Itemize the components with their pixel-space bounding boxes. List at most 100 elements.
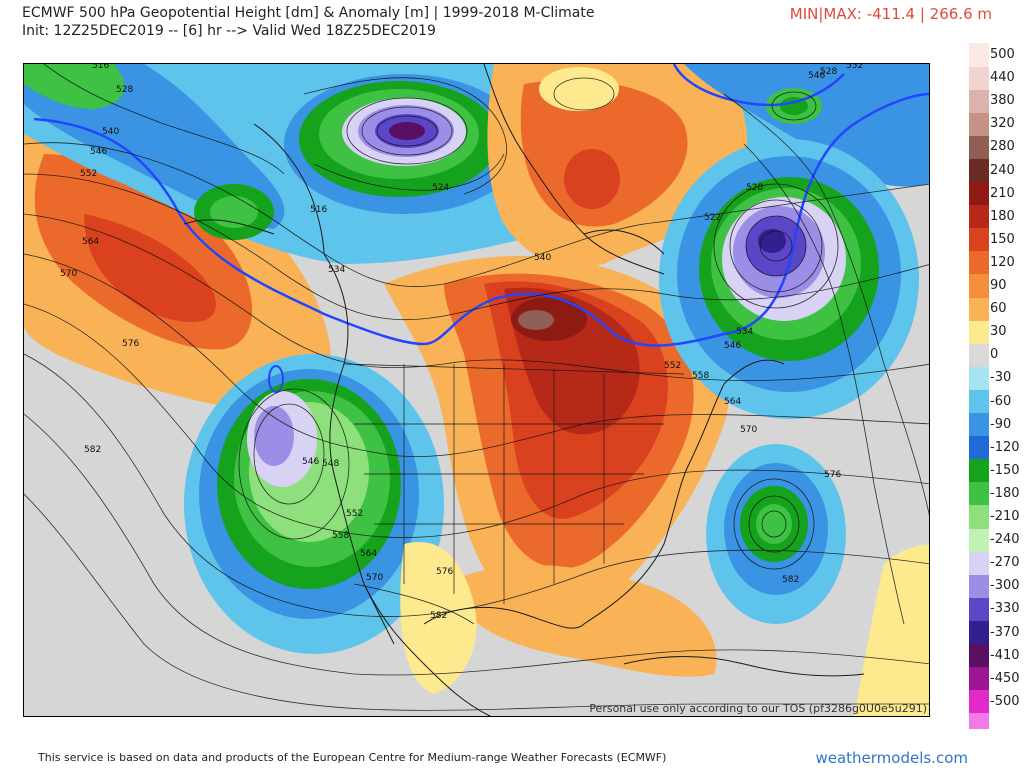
contour-label: 546: [302, 457, 319, 467]
contour-label: 540: [534, 253, 551, 263]
legend-swatch: [969, 528, 989, 552]
min-max-readout: MIN|MAX: -411.4 | 266.6 m: [789, 5, 992, 23]
legend-label: 440: [990, 70, 1015, 86]
legend-label: -120: [990, 439, 1020, 455]
legend-swatch: [969, 135, 989, 159]
legend-swatch: [969, 320, 989, 344]
contour-label: 582: [782, 575, 799, 585]
contour-label: 582: [430, 611, 447, 621]
legend-swatch: [969, 413, 989, 437]
legend-label: -450: [990, 670, 1020, 686]
tos-watermark: Personal use only according to our TOS (…: [589, 702, 927, 715]
legend-swatch: [969, 274, 989, 298]
legend-swatch: [969, 89, 989, 113]
contour-label: 552: [346, 509, 363, 519]
contour-label: 524: [432, 183, 449, 193]
legend-label: -90: [990, 416, 1012, 432]
contour-label: 552: [846, 64, 863, 71]
legend-label: -270: [990, 555, 1020, 571]
thick-contour-540: [33, 92, 929, 347]
legend-swatch: [969, 644, 989, 668]
contour-label: 522: [704, 213, 721, 223]
legend-label: 210: [990, 185, 1015, 201]
legend-swatch: [969, 436, 989, 460]
sw-cutoff-violet: [254, 406, 294, 466]
contour-label: 564: [360, 549, 377, 559]
legend-label: -370: [990, 624, 1020, 640]
thick-contour-546-north: [672, 64, 845, 107]
legend-label: 240: [990, 162, 1015, 178]
greenland-ridge-peak: [564, 149, 620, 209]
ecmwf-credit: This service is based on data and produc…: [38, 751, 667, 764]
legend-swatch: [969, 667, 989, 691]
legend-label: -410: [990, 647, 1020, 663]
contour-label: 564: [724, 397, 741, 407]
legend-label: -60: [990, 393, 1012, 409]
contour-label: 552: [80, 169, 97, 179]
legend-label: 500: [990, 47, 1015, 62]
legend-swatch: [969, 205, 989, 229]
contour-label: 576: [824, 470, 841, 480]
contour-label: 528: [820, 67, 837, 77]
beaufort-low-center: [389, 122, 425, 140]
legend-swatch: [969, 690, 989, 714]
central-ridge-peak: [518, 310, 554, 330]
contour-label: 540: [102, 127, 119, 137]
legend-label: -30: [990, 370, 1012, 386]
legend-swatch: [969, 366, 989, 390]
legend-label: 180: [990, 208, 1015, 224]
contour-label: 534: [736, 327, 753, 337]
mexico-pale: [400, 542, 477, 694]
init-valid-time: Init: 12Z25DEC2019 -- [6] hr --> Valid W…: [22, 23, 436, 39]
contour-label: 552: [664, 361, 681, 371]
contour-label: 516: [310, 205, 327, 215]
baffin-high: [539, 67, 619, 111]
legend-swatch: [969, 620, 989, 645]
ne-atlantic-trough: [684, 64, 929, 187]
legend-label: -210: [990, 509, 1020, 524]
legend-label: 0: [990, 347, 999, 363]
legend-label: -500: [990, 693, 1020, 709]
contour-label: 546: [724, 341, 741, 351]
legend-swatch-bottom: [969, 713, 989, 729]
legend-label: 90: [990, 278, 1007, 293]
legend-label: -180: [990, 485, 1020, 501]
legend-swatch: [969, 158, 989, 183]
legend-swatch: [969, 505, 989, 529]
contour-label: 570: [366, 573, 383, 583]
legend-label: 280: [990, 139, 1015, 155]
legend-swatch: [969, 343, 989, 367]
brand-link[interactable]: weathermodels.com: [815, 749, 968, 767]
contour-label: 576: [122, 339, 139, 349]
legend-swatch: [969, 66, 989, 90]
coastlines: [183, 64, 865, 716]
sw-thick-contour: [268, 365, 284, 393]
east-atlantic-pale: [854, 544, 929, 716]
legend-label: -150: [990, 462, 1020, 478]
legend-label: 320: [990, 116, 1015, 132]
legend-swatch: [969, 551, 989, 575]
legend-swatch: [969, 389, 989, 414]
contour-label: 528: [746, 183, 763, 193]
legend-swatch: [969, 228, 989, 252]
contour-label: 528: [116, 85, 133, 95]
legend-swatch: [969, 597, 989, 621]
contour-label: 576: [436, 567, 453, 577]
legend-label: 380: [990, 93, 1015, 109]
contour-label: 548: [322, 459, 339, 469]
legend-label: 30: [990, 324, 1007, 340]
map-title: ECMWF 500 hPa Geopotential Height [dm] &…: [22, 5, 595, 21]
gulf-alaska-low-core: [210, 196, 258, 228]
contour-label: 570: [740, 425, 757, 435]
legend-swatch: [969, 251, 989, 275]
contour-label: 534: [328, 265, 345, 275]
legend-label: -240: [990, 532, 1020, 548]
legend-swatch: [969, 182, 989, 206]
atlantic-low-center: [758, 229, 786, 253]
contour-label: 558: [332, 531, 349, 541]
legend-swatch: [969, 482, 989, 506]
contour-label: 570: [60, 269, 77, 279]
height-contours: [24, 64, 929, 711]
